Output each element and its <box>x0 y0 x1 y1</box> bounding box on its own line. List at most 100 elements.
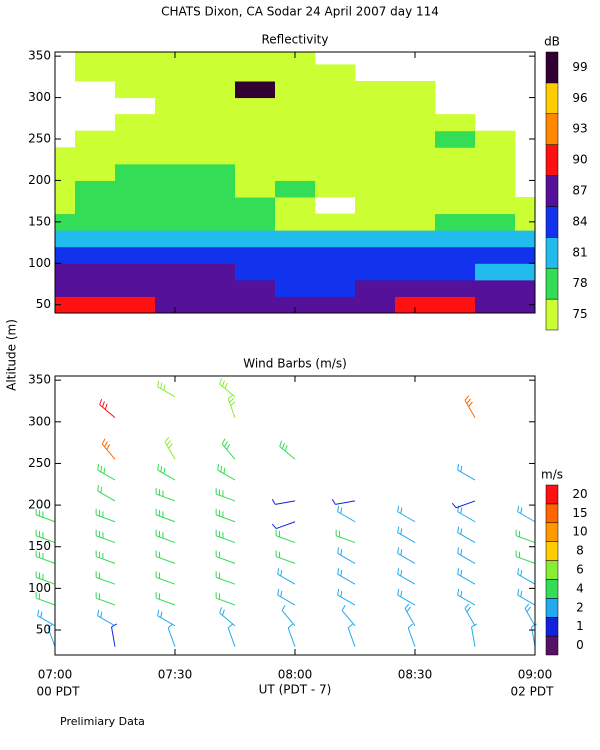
wind-barb <box>341 605 356 627</box>
contour-cell <box>195 130 236 148</box>
barb-feather <box>224 382 228 389</box>
barb-feather <box>340 507 343 514</box>
colorbar-label: 15 <box>572 506 587 520</box>
y-tick-label: 50 <box>36 623 51 637</box>
wind-barb <box>457 526 476 544</box>
barb-feather <box>400 507 403 514</box>
contour-cell <box>275 81 316 99</box>
barb-staff <box>216 493 236 502</box>
contour-cell <box>435 213 476 231</box>
contour-cell <box>195 163 236 181</box>
contour-cell <box>235 130 276 148</box>
barb-feather <box>400 590 403 597</box>
barb-feather <box>407 623 414 629</box>
contour-cell <box>115 130 156 148</box>
barb-feather <box>526 606 531 612</box>
colorbar-label: 8 <box>576 544 584 558</box>
contour-cell <box>155 130 196 148</box>
contour-cell <box>275 163 316 181</box>
contour-cell <box>155 81 196 99</box>
colorbar-segment <box>545 598 559 618</box>
contour-cell <box>155 197 196 215</box>
barb-staff <box>167 627 176 647</box>
contour-cell <box>115 230 156 248</box>
wind-barb <box>397 505 416 523</box>
contour-cell <box>395 296 436 314</box>
contour-cell <box>435 130 476 148</box>
contour-cell <box>435 263 476 281</box>
colorbar-segment <box>545 237 559 269</box>
contour-cell <box>55 246 76 264</box>
wind-barb <box>281 605 296 627</box>
wind-barb <box>271 521 296 530</box>
contour-cell <box>155 230 196 248</box>
wind-barb <box>337 505 356 523</box>
barb-feather <box>100 611 103 618</box>
contour-cell <box>195 296 236 314</box>
wind-barb <box>97 484 116 502</box>
contour-cell <box>155 180 196 198</box>
contour-cell <box>275 147 316 165</box>
wind-barb <box>155 550 176 564</box>
barb-staff <box>464 400 476 418</box>
barb-staff <box>347 627 356 647</box>
contour-cell <box>55 147 76 165</box>
barb-staff <box>276 535 296 544</box>
barb-staff <box>276 521 296 530</box>
contour-cell <box>115 114 156 132</box>
wind-barb <box>457 464 476 481</box>
contour-cell <box>155 263 196 281</box>
contour-cell <box>395 147 436 165</box>
panel-title: Wind Barbs (m/s) <box>243 357 347 371</box>
contour-cell <box>515 197 536 215</box>
wind-barb <box>404 603 416 627</box>
y-tick-label: 350 <box>28 49 51 63</box>
y-axis-label: Altitude (m) <box>5 319 19 391</box>
contour-cell <box>75 279 116 297</box>
contour-cell <box>75 52 116 65</box>
barb-feather <box>337 547 340 554</box>
barb-feather <box>157 464 160 471</box>
barb-feather <box>104 403 108 410</box>
barb-staff <box>397 532 416 544</box>
contour-cell <box>75 163 116 181</box>
contour-cell <box>315 81 356 99</box>
wind-barb <box>155 488 176 502</box>
contour-cell <box>435 246 476 264</box>
colorbar-label: 20 <box>572 487 587 501</box>
barb-staff <box>404 608 416 627</box>
contour-cell <box>75 64 116 82</box>
barb-staff <box>397 552 416 564</box>
wind-barb <box>517 568 536 585</box>
contour-cell <box>115 263 156 281</box>
wind-barb <box>215 550 236 564</box>
wind-barb <box>287 623 296 647</box>
contour-cell <box>115 213 156 231</box>
y-tick-label: 200 <box>28 498 51 512</box>
barb-feather <box>271 498 276 505</box>
barb-staff <box>337 594 356 606</box>
colorbar-label: 75 <box>572 307 587 321</box>
contour-cell <box>355 114 396 132</box>
wind-barb <box>335 529 356 544</box>
contour-cell <box>395 263 436 281</box>
figure-title: CHATS Dixon, CA Sodar 24 April 2007 day … <box>161 5 439 19</box>
barb-staff <box>219 612 236 627</box>
y-tick-label: 250 <box>28 456 51 470</box>
wind-barb <box>157 609 176 627</box>
colorbar-segment <box>545 503 559 524</box>
barb-staff <box>36 556 56 564</box>
contour-cell <box>435 180 476 198</box>
contour-cell <box>115 197 156 215</box>
barb-feather <box>460 590 463 597</box>
barb-staff <box>227 398 236 418</box>
contour-cell <box>55 230 76 248</box>
barb-feather <box>460 570 463 577</box>
wind-barb <box>97 464 116 481</box>
contour-cell <box>75 130 116 148</box>
contour-cell <box>195 279 236 297</box>
contour-cell <box>275 130 316 148</box>
barb-feather <box>280 570 283 577</box>
contour-cell <box>195 180 236 198</box>
contour-cell <box>315 263 356 281</box>
